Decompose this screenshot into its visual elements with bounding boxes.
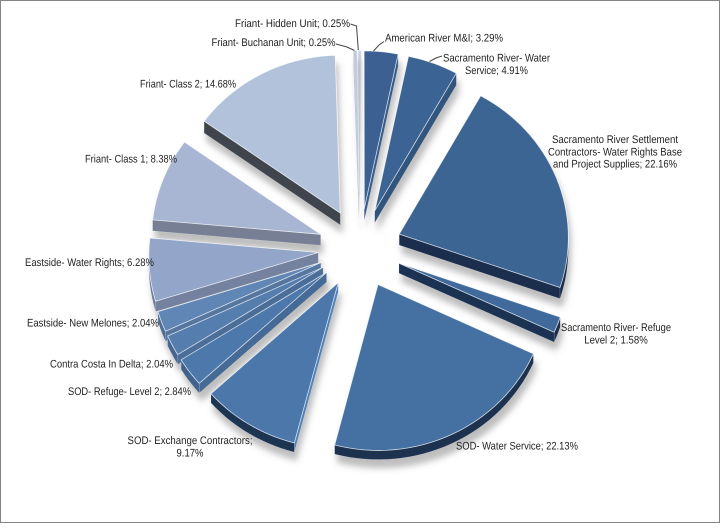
svg-text:SOD- Water Service; 22.13%: SOD- Water Service; 22.13% — [456, 441, 578, 453]
svg-text:Sacramento River- Water: Sacramento River- Water — [443, 53, 550, 65]
svg-text:SOD- Exchange Contractors;: SOD- Exchange Contractors; — [128, 435, 253, 447]
svg-text:Friant- Hidden Unit; 0.25%: Friant- Hidden Unit; 0.25% — [235, 18, 350, 30]
svg-text:Friant- Buchanan Unit; 0.25%: Friant- Buchanan Unit; 0.25% — [212, 37, 336, 49]
svg-text:Service; 4.91%: Service; 4.91% — [465, 65, 528, 77]
svg-text:Sacramento River Settlement: Sacramento River Settlement — [552, 134, 678, 146]
svg-text:Sacramento River- Refuge: Sacramento River- Refuge — [561, 322, 671, 334]
svg-text:and Project Supplies; 22.16%: and Project Supplies; 22.16% — [553, 159, 677, 171]
svg-text:Eastside- Water Rights; 6.28%: Eastside- Water Rights; 6.28% — [25, 257, 154, 269]
svg-text:Friant- Class 1; 8.38%: Friant- Class 1; 8.38% — [85, 154, 177, 166]
svg-text:American River M&I; 3.29%: American River M&I; 3.29% — [385, 33, 503, 45]
svg-text:Friant- Class 2; 14.68%: Friant- Class 2; 14.68% — [140, 79, 236, 91]
svg-text:Eastside- New Melones; 2.04%: Eastside- New Melones; 2.04% — [27, 318, 159, 330]
svg-text:SOD- Refuge- Level 2; 2.84%: SOD- Refuge- Level 2; 2.84% — [68, 386, 191, 398]
svg-text:9.17%: 9.17% — [177, 448, 204, 460]
svg-text:Contra Costa In Delta; 2.04%: Contra Costa In Delta; 2.04% — [50, 359, 173, 371]
svg-text:Level 2; 1.58%: Level 2; 1.58% — [584, 335, 648, 347]
svg-text:Contractors- Water Rights Base: Contractors- Water Rights Base — [548, 146, 682, 158]
